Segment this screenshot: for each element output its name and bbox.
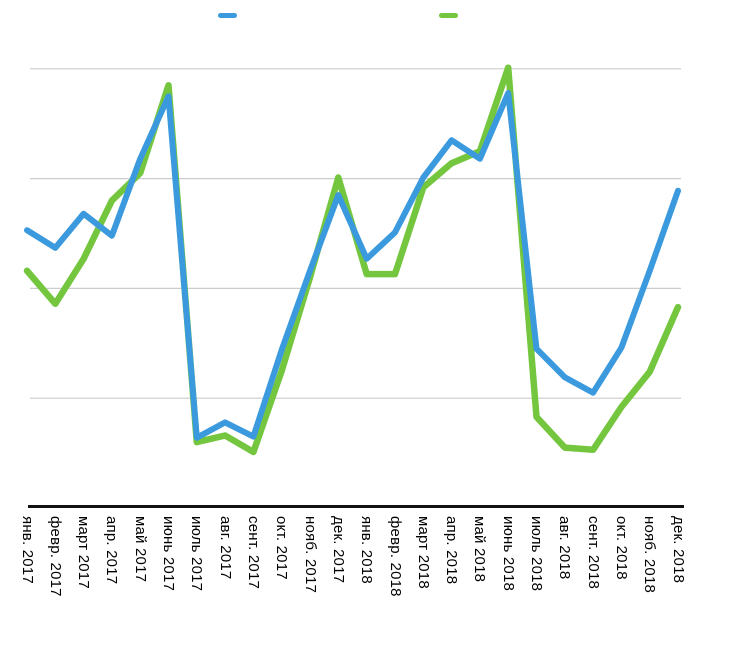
x-axis-label: авг. 2018 xyxy=(556,516,574,580)
x-axis-label: май 2018 xyxy=(471,516,489,583)
legend-swatch-series-1[interactable] xyxy=(218,13,237,18)
x-axis-label: янв. 2018 xyxy=(358,516,376,584)
x-axis-label: окт. 2017 xyxy=(273,516,291,580)
legend xyxy=(0,0,730,30)
x-axis-label: июль 2017 xyxy=(188,516,206,592)
x-axis-label: сент. 2018 xyxy=(584,516,602,590)
x-axis-label: апр. 2017 xyxy=(103,516,121,585)
series-line-2[interactable] xyxy=(23,64,682,456)
x-axis-label: июнь 2018 xyxy=(499,516,517,592)
x-axis-label: май 2017 xyxy=(131,516,149,583)
legend-swatch-series-2[interactable] xyxy=(439,13,458,18)
x-axis-label: июль 2018 xyxy=(528,516,545,592)
x-axis-label: апр. 2018 xyxy=(443,516,461,585)
x-axis-label: окт. 2018 xyxy=(612,516,630,580)
x-axis-label: нояб. 2018 xyxy=(641,516,659,594)
x-axis-label: янв. 2017 xyxy=(18,516,36,584)
x-axis-label: март 2017 xyxy=(75,516,93,589)
x-axis-label: июнь 2017 xyxy=(160,516,177,592)
x-axis-label: дек. 2018 xyxy=(669,516,687,584)
x-axis-label: февр. 2018 xyxy=(386,516,404,597)
x-axis-label: февр. 2017 xyxy=(46,516,64,597)
x-axis-label: нояб. 2017 xyxy=(301,516,319,594)
x-axis-label: сент. 2017 xyxy=(244,516,262,590)
x-axis-label: дек. 2017 xyxy=(329,516,347,584)
x-axis-label: март 2018 xyxy=(414,516,432,589)
series-line-1[interactable] xyxy=(24,90,681,441)
x-axis-label: авг. 2017 xyxy=(216,516,234,580)
